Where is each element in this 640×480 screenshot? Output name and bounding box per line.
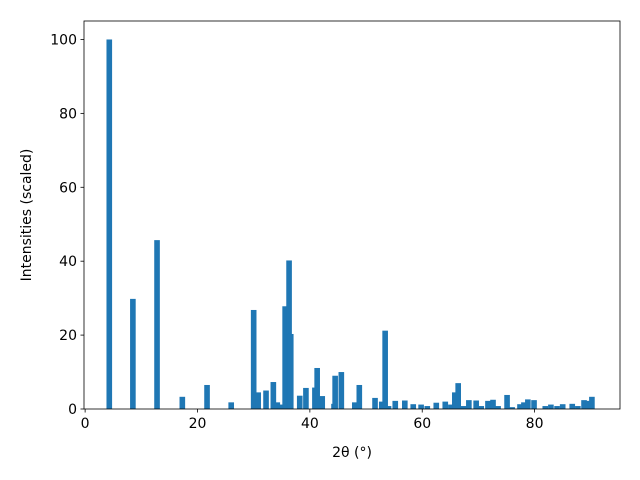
bar bbox=[352, 402, 358, 409]
x-axis-label: 2θ (°) bbox=[332, 445, 372, 461]
bar bbox=[263, 390, 269, 409]
bar bbox=[569, 403, 576, 409]
bar bbox=[575, 406, 581, 409]
bar bbox=[504, 394, 510, 409]
x-tick-label: 0 bbox=[81, 416, 90, 432]
plot-frame bbox=[83, 20, 621, 410]
bar bbox=[282, 306, 288, 409]
y-tick-label: 80 bbox=[59, 106, 77, 122]
bar bbox=[554, 406, 560, 409]
bar bbox=[460, 406, 467, 409]
bar bbox=[585, 400, 591, 409]
bar bbox=[392, 400, 399, 409]
bar bbox=[130, 298, 136, 409]
bar bbox=[442, 401, 449, 409]
bar bbox=[581, 400, 587, 409]
bar bbox=[204, 384, 210, 409]
y-axis-label: Intensities (scaled) bbox=[19, 149, 35, 282]
bar bbox=[319, 396, 326, 409]
bar bbox=[466, 400, 472, 409]
bar bbox=[228, 402, 235, 409]
bar bbox=[521, 402, 527, 409]
bar bbox=[548, 404, 554, 409]
bar bbox=[255, 392, 261, 409]
bar bbox=[303, 387, 309, 409]
bar bbox=[410, 404, 417, 409]
bar bbox=[154, 240, 160, 409]
bar bbox=[338, 372, 345, 409]
bar bbox=[250, 309, 257, 409]
y-tick-label: 0 bbox=[68, 402, 77, 418]
bar bbox=[485, 400, 491, 409]
bar bbox=[287, 333, 294, 409]
bar bbox=[455, 383, 461, 409]
y-tick-label: 100 bbox=[50, 32, 77, 48]
bar bbox=[378, 401, 385, 409]
bar bbox=[385, 406, 392, 409]
x-tick-label: 40 bbox=[301, 416, 319, 432]
bar bbox=[270, 382, 277, 409]
bar bbox=[402, 400, 408, 409]
bar bbox=[433, 402, 440, 409]
bar bbox=[509, 407, 515, 409]
bar bbox=[478, 406, 485, 409]
y-tick-label: 20 bbox=[59, 328, 77, 344]
bar bbox=[356, 384, 363, 409]
bar bbox=[490, 399, 496, 409]
bar bbox=[179, 396, 186, 409]
bar bbox=[495, 406, 501, 409]
x-tick-label: 20 bbox=[189, 416, 207, 432]
bar bbox=[372, 397, 378, 409]
bar bbox=[382, 330, 388, 409]
bar bbox=[542, 406, 549, 409]
x-tick-label: 80 bbox=[526, 416, 544, 432]
y-tick-label: 40 bbox=[59, 254, 77, 270]
bar bbox=[589, 396, 595, 409]
bar bbox=[525, 399, 531, 409]
bar bbox=[277, 404, 283, 409]
y-tick-label: 60 bbox=[59, 180, 77, 196]
bar bbox=[296, 395, 303, 409]
bar bbox=[517, 404, 523, 409]
x-tick-label: 60 bbox=[413, 416, 431, 432]
bar bbox=[314, 367, 320, 409]
bar bbox=[531, 400, 537, 409]
bar bbox=[448, 404, 454, 409]
bar bbox=[452, 392, 458, 409]
bar bbox=[332, 375, 338, 409]
bar bbox=[559, 404, 566, 409]
bar bbox=[106, 39, 113, 409]
bar bbox=[424, 406, 431, 409]
bar bbox=[418, 404, 424, 409]
bar bbox=[473, 400, 479, 409]
